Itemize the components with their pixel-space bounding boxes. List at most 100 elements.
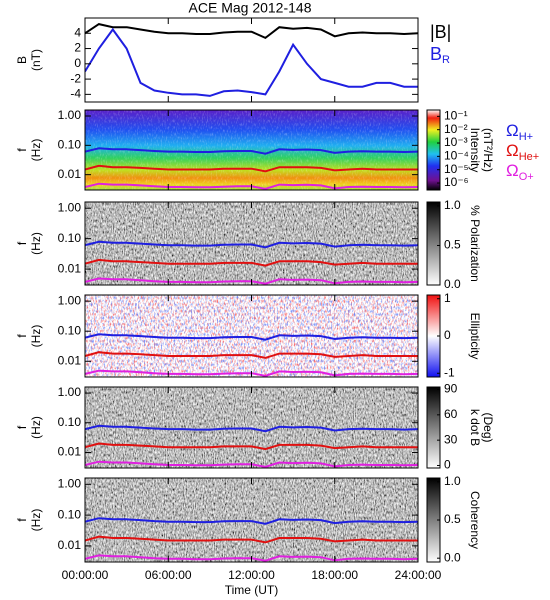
y-axis-label: f [15,241,29,245]
legend-entry: ΩO+ [506,161,534,182]
y-tick-label: 1.00 [58,385,82,399]
legend-entry: |B| [430,22,451,42]
colorbar-label: (nT²/Hz) [481,128,495,172]
series-line [85,351,418,359]
colorbar-tick-label: 10⁻¹ [444,109,468,123]
y-tick-label: 4 [74,25,81,39]
series-line [85,258,418,267]
y-tick-label: 1.00 [58,108,82,122]
plot-area [85,478,418,562]
x-tick-label: 18:00:00 [311,568,358,582]
y-axis-label: (Hz) [29,416,43,439]
legend-subscript: H+ [519,131,533,143]
y-tick-label: 0.10 [58,231,82,245]
colorbar-tick-label: 90 [444,382,458,396]
colorbar [426,201,441,286]
legend-entry: ΩHe+ [506,141,539,162]
y-axis-label: (Hz) [29,139,43,162]
y-tick-label: 0.10 [58,137,82,151]
y-tick-label: 0.01 [58,261,82,275]
plot-area [85,110,418,190]
colorbar-label: Intensity [468,128,482,173]
colorbar-tick-label: 10⁻⁵ [444,162,469,176]
y-tick-label: 0.10 [58,415,82,429]
legend-entry: ΩH+ [506,121,533,142]
x-tick-label: 24:00:00 [395,568,442,582]
series-line [85,27,418,97]
colorbar-tick-label: 0.0 [444,277,461,291]
y-tick-label: 0.10 [58,323,82,337]
colorbar-label: (Deg) [481,412,495,442]
frame [84,17,419,103]
colorbar-tick-label: 1.0 [444,474,461,488]
series-line [85,333,418,341]
chart-title: ACE Mag 2012-148 [189,0,312,16]
y-tick-label: -2 [70,71,81,85]
y-axis-label: B [15,56,29,64]
series-line [85,517,418,525]
series-line [85,424,418,433]
y-axis-label: (nT) [29,49,43,71]
series-line [85,164,418,173]
colorbar-tick-label: 0 [444,458,451,472]
legend-label: Ω [506,141,519,160]
series-line [85,147,418,155]
plot-area [85,202,418,285]
colorbar-tick-label: 10⁻⁶ [444,175,469,189]
x-tick-label: 12:00:00 [228,568,275,582]
legend-label: B [430,44,442,64]
colorbar-tick-label: 10⁻⁴ [444,149,469,163]
series-line [85,23,418,40]
colorbar-label: k dot B [468,409,482,446]
legend-subscript: O+ [519,171,534,183]
series-line [85,240,418,249]
series-line [85,442,418,451]
colorbar [426,109,441,191]
colorbar-label: Ellipticity [468,313,482,360]
y-tick-label: 0.01 [58,538,82,552]
y-tick-label: 0.01 [58,167,82,181]
y-axis-label: f [15,518,29,522]
legend-label: Ω [506,161,519,180]
y-tick-label: -4 [70,87,81,101]
legend-label: Ω [506,121,519,140]
x-tick-label: 00:00:00 [62,568,109,582]
colorbar-tick-label: 10⁻³ [444,135,468,149]
colorbar [426,386,441,469]
colorbar-tick-label: 30 [444,432,458,446]
colorbar-tick-label: -1 [444,365,455,379]
colorbar-tick-label: 1.0 [444,198,461,212]
y-tick-label: 2 [74,41,81,55]
x-axis-label: Time (UT) [225,583,279,597]
series-line [85,535,418,544]
colorbar-tick-label: 0.5 [444,512,461,526]
colorbar-tick-label: 0.0 [444,550,461,564]
x-tick-label: 06:00:00 [145,568,192,582]
y-axis-label: (Hz) [29,232,43,255]
colorbar-tick-label: 1 [444,291,451,305]
y-axis-label: f [15,148,29,152]
plot-area [85,295,418,377]
y-axis-label: f [15,334,29,338]
legend-subscript: He+ [519,151,540,163]
colorbar-tick-label: 0.5 [444,238,461,252]
colorbar-tick-label: 0 [444,328,451,342]
colorbar-tick-label: 10⁻² [444,122,468,136]
y-tick-label: 0.01 [58,445,82,459]
y-tick-label: 1.00 [58,293,82,307]
y-tick-label: 1.00 [58,200,82,214]
legend-label: |B| [430,22,451,42]
y-tick-label: 0.10 [58,507,82,521]
y-axis-label: (Hz) [29,325,43,348]
plot-area [85,23,418,97]
y-axis-label: f [15,425,29,429]
legend-entry: BR [430,44,450,66]
legend-subscript: R [442,54,450,66]
y-tick-label: 0 [74,56,81,70]
colorbar-label: % Polarization [468,205,482,282]
y-axis-label: (Hz) [29,509,43,532]
y-tick-label: 0.01 [58,353,82,367]
plot-area [85,387,418,468]
